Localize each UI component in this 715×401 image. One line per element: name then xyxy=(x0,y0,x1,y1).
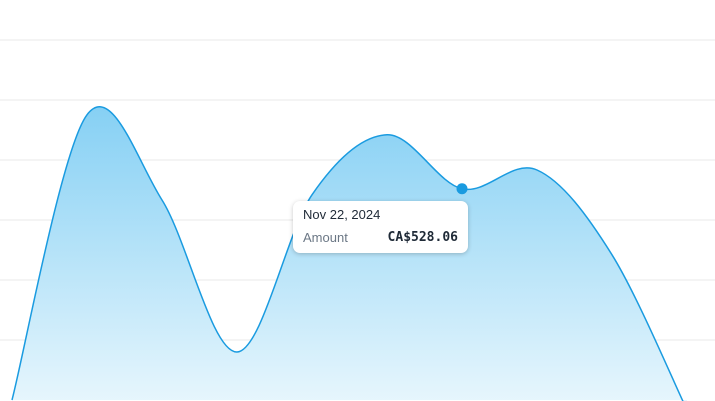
plot xyxy=(11,106,687,401)
tooltip-value: CA$528.06 xyxy=(387,230,458,245)
tooltip-series-name: Amount xyxy=(303,230,348,245)
hover-point xyxy=(456,183,468,195)
tooltip: Nov 22, 2024 Amount CA$528.06 xyxy=(293,201,468,253)
area-line xyxy=(11,106,684,401)
tooltip-date: Nov 22, 2024 xyxy=(303,207,381,222)
tooltip-row: Amount CA$528.06 xyxy=(303,230,458,245)
area-fill xyxy=(12,106,687,401)
